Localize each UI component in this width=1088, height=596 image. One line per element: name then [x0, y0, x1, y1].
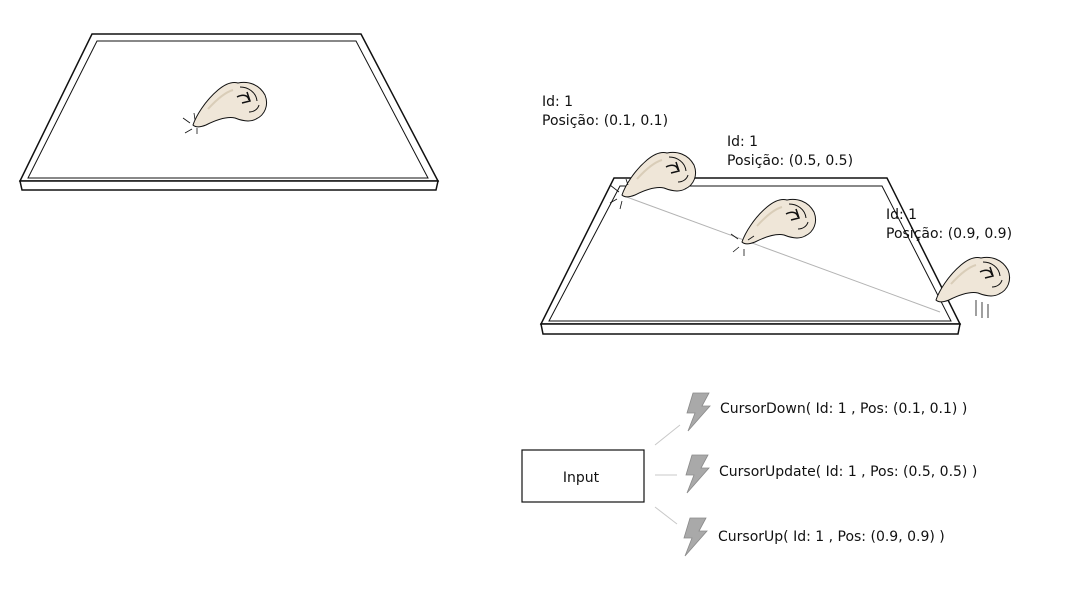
touch-position-label: Posição: (0.1, 0.1): [542, 113, 668, 129]
touch-id-label: Id: 1: [727, 134, 758, 150]
lightning-bolt-icon: [686, 392, 711, 432]
touch-surface-left-front-edge: [19, 180, 439, 191]
lightning-bolt-icon: [683, 517, 708, 557]
touch-id-label: Id: 1: [542, 94, 573, 110]
touch-point-label: Id: 1 Posição: (0.1, 0.1): [542, 94, 668, 129]
touch-surface-left-inner: [27, 40, 429, 179]
pointing-hand-icon: [730, 198, 817, 256]
event-connector: [654, 506, 678, 525]
input-box-label: Input: [563, 470, 600, 486]
pointing-hand-icon: [609, 151, 697, 210]
touch-surface-right-front-edge: [540, 323, 961, 335]
touch-point-label: Id: 1 Posição: (0.9, 0.9): [886, 207, 1012, 242]
lightning-bolt-icon: [685, 454, 710, 494]
event-label-cursor-down: CursorDown( Id: 1 , Pos: (0.1, 0.1) ): [720, 401, 967, 417]
touch-surface-right-top: [539, 177, 962, 325]
drag-trail-line: [623, 195, 941, 313]
touch-surface-right-inner: [548, 185, 952, 322]
touch-id-label: Id: 1: [886, 207, 917, 223]
input-box: [521, 449, 645, 503]
event-label-cursor-up: CursorUp( Id: 1 , Pos: (0.9, 0.9) ): [718, 529, 945, 545]
touch-point-label: Id: 1 Posição: (0.5, 0.5): [727, 134, 853, 169]
event-connector: [654, 424, 681, 446]
touch-position-label: Posição: (0.5, 0.5): [727, 153, 853, 169]
touch-position-label: Posição: (0.9, 0.9): [886, 226, 1012, 242]
touch-surface-right: [539, 177, 962, 335]
pointing-hand-icon: [935, 256, 1011, 318]
pointing-hand-icon: [182, 81, 268, 134]
event-label-cursor-update: CursorUpdate( Id: 1 , Pos: (0.5, 0.5) ): [719, 464, 977, 480]
